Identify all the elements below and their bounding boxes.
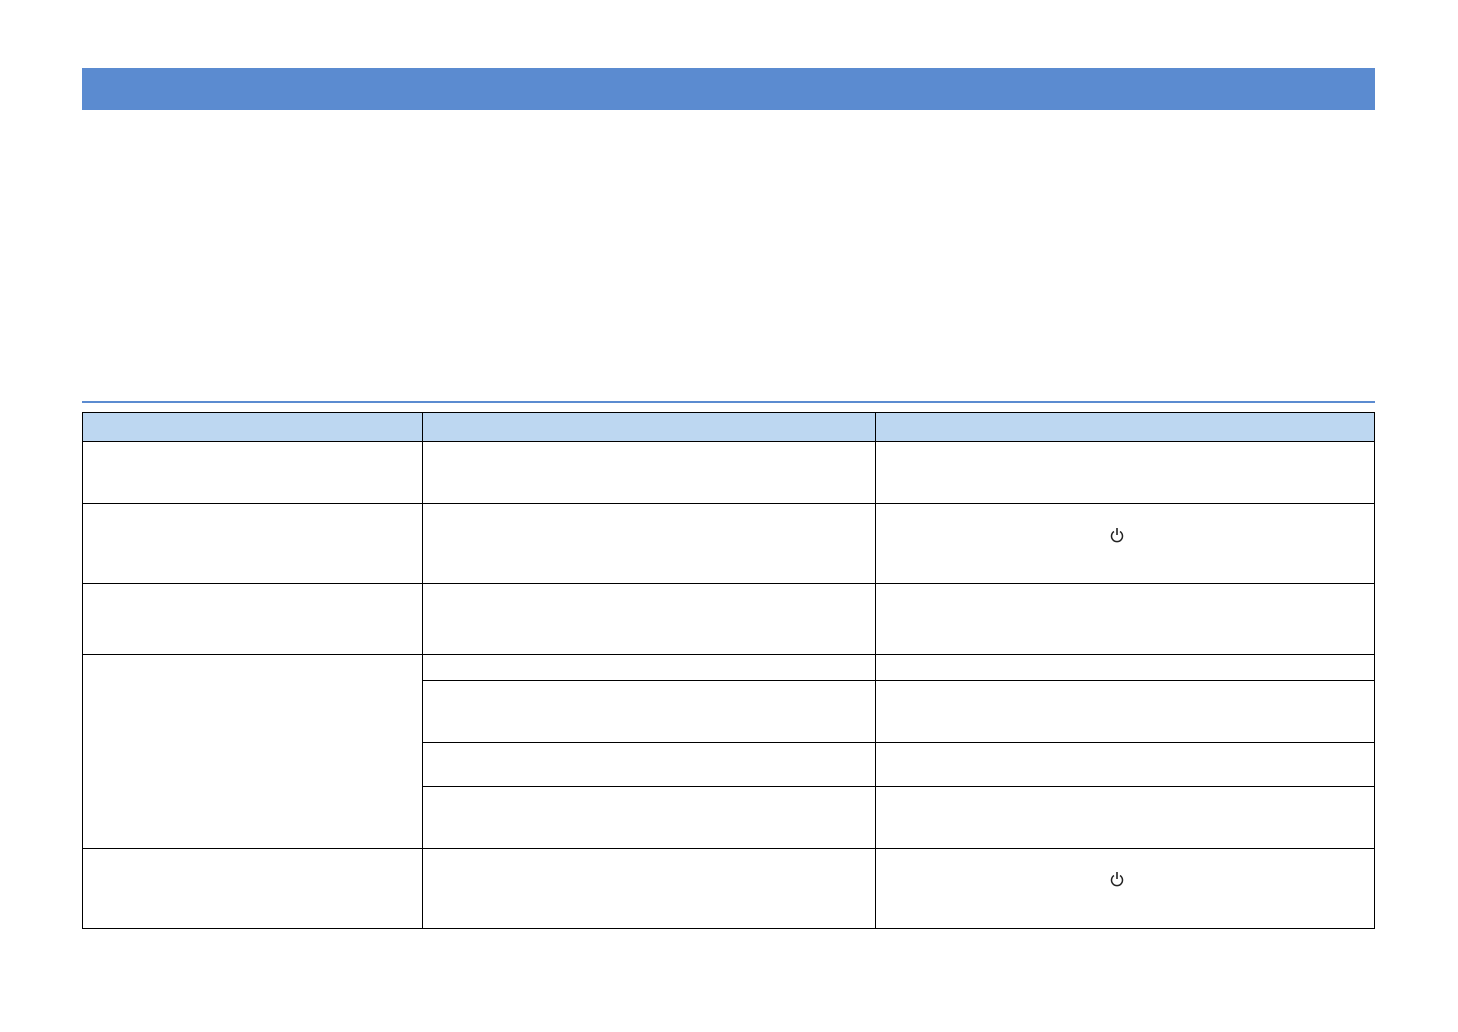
table-row-divider (82, 848, 1375, 849)
table-subrow-divider (422, 742, 1375, 743)
table-border (82, 928, 1375, 929)
table-border (82, 412, 1375, 413)
table-row-divider (82, 441, 1375, 442)
table-column-divider (422, 412, 423, 929)
table-border (82, 412, 83, 929)
power-icon (1110, 872, 1124, 887)
table-column-divider (875, 412, 876, 929)
title-bar (82, 68, 1375, 110)
power-icon (1110, 528, 1124, 543)
table-border (1374, 412, 1375, 929)
table-header-row (82, 412, 1374, 441)
table-subrow-divider (422, 680, 1375, 681)
table-row-divider (82, 583, 1375, 584)
table-row-divider (82, 654, 1375, 655)
section-rule (82, 401, 1375, 403)
table-subrow-divider (422, 786, 1375, 787)
table-row-divider (82, 503, 1375, 504)
